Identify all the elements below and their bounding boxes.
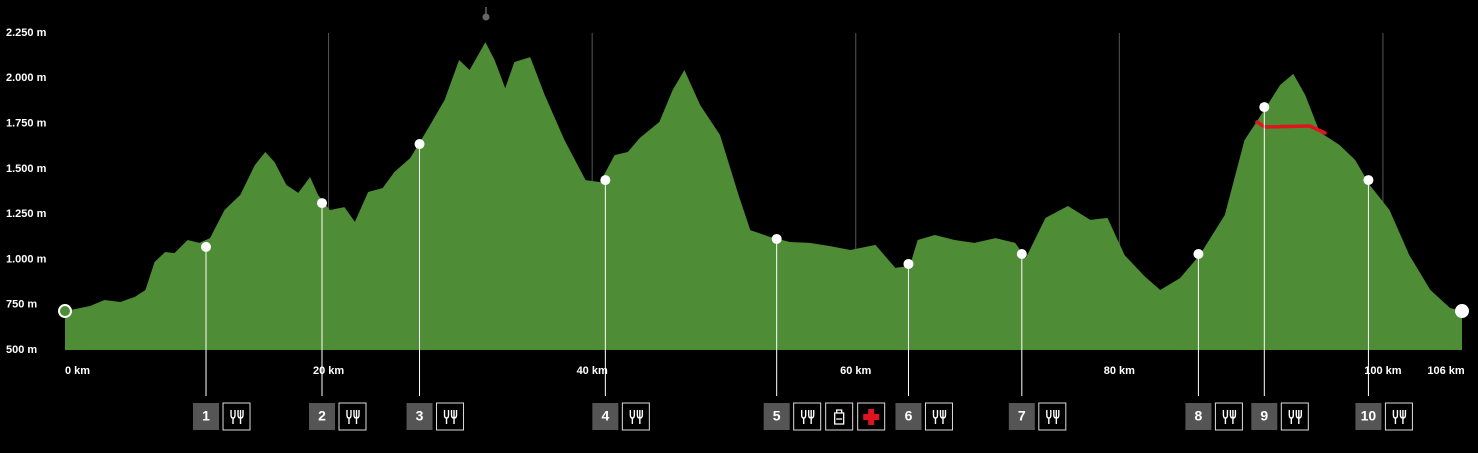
checkpoint-number: 2 bbox=[318, 408, 326, 424]
checkpoint: 6 bbox=[895, 258, 953, 431]
highlight-segment bbox=[1255, 120, 1327, 135]
checkpoint: 4 bbox=[592, 175, 650, 431]
checkpoint-number: 7 bbox=[1018, 408, 1026, 424]
checkpoint-number: 3 bbox=[416, 408, 424, 424]
checkpoint-marker bbox=[1193, 248, 1204, 259]
x-tick-label: 20 km bbox=[313, 365, 344, 377]
food-icon bbox=[629, 410, 644, 424]
checkpoint: 9 bbox=[1251, 102, 1309, 431]
checkpoints: 1 2 3 4 5 6 7 8 9 10 bbox=[193, 102, 1413, 431]
labels: 500 m 750 m 1.000 m 1.250 m 1.500 m 1.750 m 2.… bbox=[6, 27, 1465, 377]
checkpoint: 8 bbox=[1185, 248, 1243, 431]
checkpoint-number: 8 bbox=[1195, 408, 1203, 424]
start-marker bbox=[58, 304, 72, 319]
y-tick-label: 500 m bbox=[6, 344, 37, 356]
y-tick-label: 2.250 m bbox=[6, 27, 47, 39]
checkpoint-number: 6 bbox=[905, 408, 913, 424]
checkpoint-marker bbox=[600, 175, 611, 186]
service-box bbox=[338, 402, 367, 431]
x-tick-label: 40 km bbox=[577, 365, 608, 377]
checkpoint-number-box bbox=[193, 403, 220, 430]
checkpoint-number-box bbox=[1185, 403, 1212, 430]
end-marker bbox=[1455, 304, 1469, 319]
checkpoint-number-box bbox=[592, 403, 619, 430]
service-box bbox=[1384, 402, 1413, 431]
checkpoint-number-box bbox=[406, 403, 433, 430]
service-box bbox=[793, 402, 822, 431]
service-box bbox=[825, 402, 854, 431]
y-tick-label: 750 m bbox=[6, 299, 37, 311]
checkpoint: 10 bbox=[1355, 175, 1413, 431]
x-tick-label: 100 km bbox=[1364, 365, 1402, 377]
checkpoint-number-box bbox=[763, 403, 790, 430]
checkpoint-number-box bbox=[308, 403, 335, 430]
x-tick-label: 60 km bbox=[840, 365, 871, 377]
x-tick-label: 0 km bbox=[65, 365, 90, 377]
checkpoint-number: 9 bbox=[1260, 408, 1268, 424]
food-icon bbox=[1288, 410, 1303, 424]
top-pin bbox=[482, 7, 490, 21]
food-icon bbox=[800, 410, 815, 424]
checkpoint-marker bbox=[1363, 175, 1374, 186]
checkpoint-number: 5 bbox=[773, 408, 781, 424]
service-box bbox=[924, 402, 953, 431]
service-box bbox=[621, 402, 650, 431]
food-icon bbox=[230, 410, 244, 424]
checkpoint-number-box bbox=[1355, 403, 1382, 430]
checkpoint-marker bbox=[1259, 102, 1270, 113]
checkpoint-marker bbox=[316, 198, 327, 209]
checkpoint: 1 bbox=[193, 241, 251, 431]
service-box bbox=[1280, 402, 1309, 431]
food-icon bbox=[346, 410, 360, 424]
y-tick-label: 1.250 m bbox=[6, 208, 47, 220]
checkpoint-number-box bbox=[1251, 403, 1278, 430]
checkpoint-number-box bbox=[895, 403, 922, 430]
checkpoint-number-box bbox=[1008, 403, 1035, 430]
checkpoint-marker bbox=[414, 139, 425, 150]
checkpoint-marker bbox=[1016, 248, 1027, 259]
service-box bbox=[436, 402, 465, 431]
checkpoint-number: 4 bbox=[601, 408, 609, 424]
bag-icon bbox=[834, 409, 845, 425]
checkpoint-number: 10 bbox=[1361, 408, 1377, 424]
elevation-area bbox=[65, 42, 1462, 350]
service-box bbox=[1038, 402, 1067, 431]
service-box bbox=[222, 402, 251, 431]
checkpoint: 7 bbox=[1008, 248, 1067, 431]
checkpoint-marker bbox=[201, 241, 212, 252]
y-tick-label: 1.750 m bbox=[6, 117, 47, 129]
y-tick-label: 2.000 m bbox=[6, 72, 47, 84]
checkpoint: 2 bbox=[308, 198, 367, 431]
checkpoint: 5 bbox=[763, 233, 886, 431]
checkpoint-number: 1 bbox=[202, 408, 210, 424]
checkpoint: 3 bbox=[406, 139, 465, 431]
plot bbox=[58, 42, 1469, 350]
food-icon bbox=[443, 410, 458, 424]
food-icon bbox=[1222, 410, 1237, 424]
food-icon bbox=[1046, 410, 1060, 424]
medical-icon bbox=[863, 409, 880, 425]
y-tick-label: 1.000 m bbox=[6, 253, 47, 265]
food-icon bbox=[1392, 410, 1407, 424]
service-box bbox=[1214, 402, 1243, 431]
checkpoint-marker bbox=[903, 258, 914, 269]
y-tick-label: 1.500 m bbox=[6, 163, 47, 175]
x-tick-label: 80 km bbox=[1104, 365, 1135, 377]
x-tick-label: 106 km bbox=[1427, 365, 1465, 377]
food-icon bbox=[932, 410, 947, 424]
checkpoint-marker bbox=[771, 233, 782, 244]
